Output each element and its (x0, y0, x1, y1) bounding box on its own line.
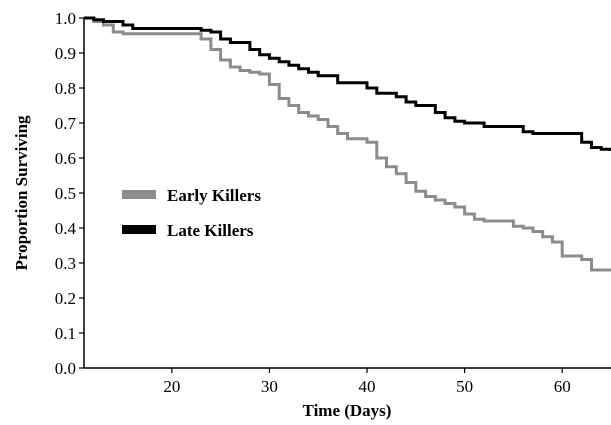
y-tick-label: 0.1 (55, 324, 76, 343)
y-tick-label: 0.5 (55, 184, 76, 203)
y-tick-label: 0.6 (55, 149, 76, 168)
y-axis-ticks: 0.0 0.1 0.2 0.3 0.4 0.5 0.6 0.7 0.8 0.9 1.0 (55, 9, 84, 378)
x-tick-label: 40 (359, 377, 376, 396)
y-tick-label: 0.4 (55, 219, 77, 238)
legend-swatch-early-killers (122, 190, 156, 199)
legend: Early Killers Late Killers (122, 186, 261, 240)
y-tick-label: 0.0 (55, 359, 76, 378)
x-tick-label: 50 (456, 377, 473, 396)
y-tick-label: 0.3 (55, 254, 76, 273)
y-tick-label: 1.0 (55, 9, 76, 28)
x-tick-label: 30 (261, 377, 278, 396)
series-line-late-killers (84, 16, 611, 151)
x-tick-label: 60 (554, 377, 571, 396)
legend-label-early-killers: Early Killers (167, 186, 261, 205)
y-tick-label: 0.2 (55, 289, 76, 308)
series-line-early-killers (84, 16, 611, 272)
x-tick-label: 20 (163, 377, 180, 396)
y-axis-title: Proportion Surviving (12, 115, 31, 271)
legend-swatch-late-killers (122, 225, 156, 234)
x-axis-ticks: 20 30 40 50 60 (163, 368, 571, 396)
x-axis-title: Time (Days) (303, 401, 392, 420)
y-tick-label: 0.8 (55, 79, 76, 98)
series-layer (84, 16, 611, 272)
y-tick-label: 0.9 (55, 44, 76, 63)
legend-label-late-killers: Late Killers (167, 221, 254, 240)
y-tick-label: 0.7 (55, 114, 77, 133)
